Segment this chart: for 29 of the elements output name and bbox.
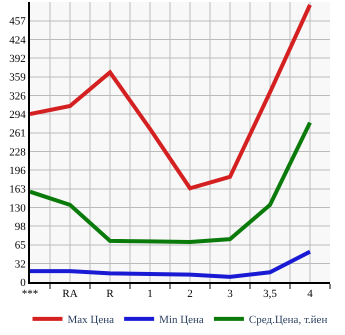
line-series xyxy=(30,120,312,244)
x-tick-label: 4 xyxy=(307,288,314,300)
y-tick-label: 163 xyxy=(9,184,26,196)
y-tick-label: 392 xyxy=(9,52,26,65)
y-tick-label: 65 xyxy=(14,240,26,252)
y-tick-label: 130 xyxy=(9,202,26,215)
legend-label: Min Цена xyxy=(159,314,204,326)
line-series xyxy=(30,250,312,279)
legend-label: Max Цена xyxy=(68,314,114,326)
x-tick-label: 1 xyxy=(147,288,153,300)
y-tick-label: 196 xyxy=(9,164,26,177)
y-tick-label: 261 xyxy=(9,128,26,140)
x-tick-label: *** xyxy=(22,288,38,300)
y-tick-label: 0 xyxy=(20,276,26,289)
x-tick-label: 3 xyxy=(227,288,234,300)
y-tick-label: 424 xyxy=(9,34,26,47)
y-tick-label: 294 xyxy=(9,108,26,121)
y-tick-label: 457 xyxy=(9,16,26,28)
x-tick-label: RA xyxy=(62,288,78,300)
y-tick-label: 98 xyxy=(14,220,26,233)
y-tick-label: 326 xyxy=(9,90,26,103)
y-tick-label: 228 xyxy=(9,146,26,159)
legend-label: Сред.Цена, т.йен xyxy=(248,314,328,326)
x-tick-label: 2 xyxy=(187,288,193,300)
x-tick-label: 3,5 xyxy=(263,288,278,300)
line-series xyxy=(30,2,312,190)
x-tick-label: R xyxy=(106,288,114,300)
y-tick-label: 359 xyxy=(9,72,26,84)
y-tick-label: 32 xyxy=(14,258,26,271)
